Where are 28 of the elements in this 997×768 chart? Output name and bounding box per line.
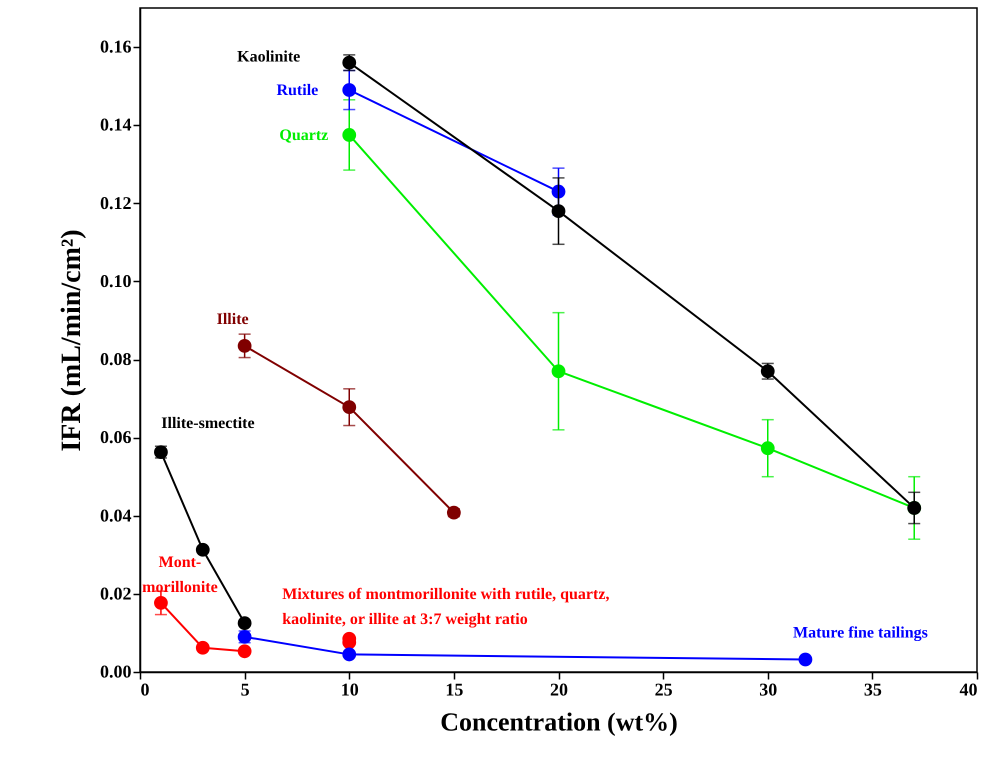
x-tick-label: 40: [960, 680, 978, 700]
series-label: Mont- morillonite: [142, 554, 218, 596]
text: Mixtures of montmorillonite with rutile, quartz, kaolinite, or illite at 3:7 weight ratio: [282, 586, 610, 628]
x-tick-label: 30: [759, 680, 778, 700]
x-tick-label: 35: [864, 680, 882, 700]
series-label: Mature fine tailings: [793, 624, 928, 642]
text: Kaolinite: [237, 48, 300, 66]
x-tick-label: 0: [140, 680, 150, 700]
y-tick-label: 0.08: [100, 349, 132, 370]
x-axis-title: Concentration (wt%): [440, 708, 678, 736]
series-label: Illite: [216, 310, 249, 328]
series-label: Illite-smectite: [161, 415, 255, 432]
x-tick-label: 10: [340, 680, 359, 700]
y-tick-label: 0.02: [100, 583, 132, 604]
x-tick-label: 15: [445, 680, 464, 700]
y-tick-label: 0.04: [100, 505, 132, 526]
series-label: Rutile: [276, 82, 318, 100]
y-tick-label: 0.14: [100, 114, 132, 135]
y-tick-label: 0.10: [100, 270, 132, 291]
x-tick-label: 5: [240, 680, 250, 700]
series-label: Quartz: [279, 126, 328, 144]
x-tick-label: 25: [654, 680, 673, 700]
y-tick-label: 0.06: [100, 427, 132, 448]
x-tick-label: 20: [550, 680, 568, 700]
y-axis-title: IFR (mL/min/cm²): [56, 229, 87, 452]
y-tick-label: 0.00: [100, 662, 132, 682]
y-tick-label: 0.12: [100, 192, 132, 213]
y-tick-label: 0.16: [100, 36, 132, 57]
